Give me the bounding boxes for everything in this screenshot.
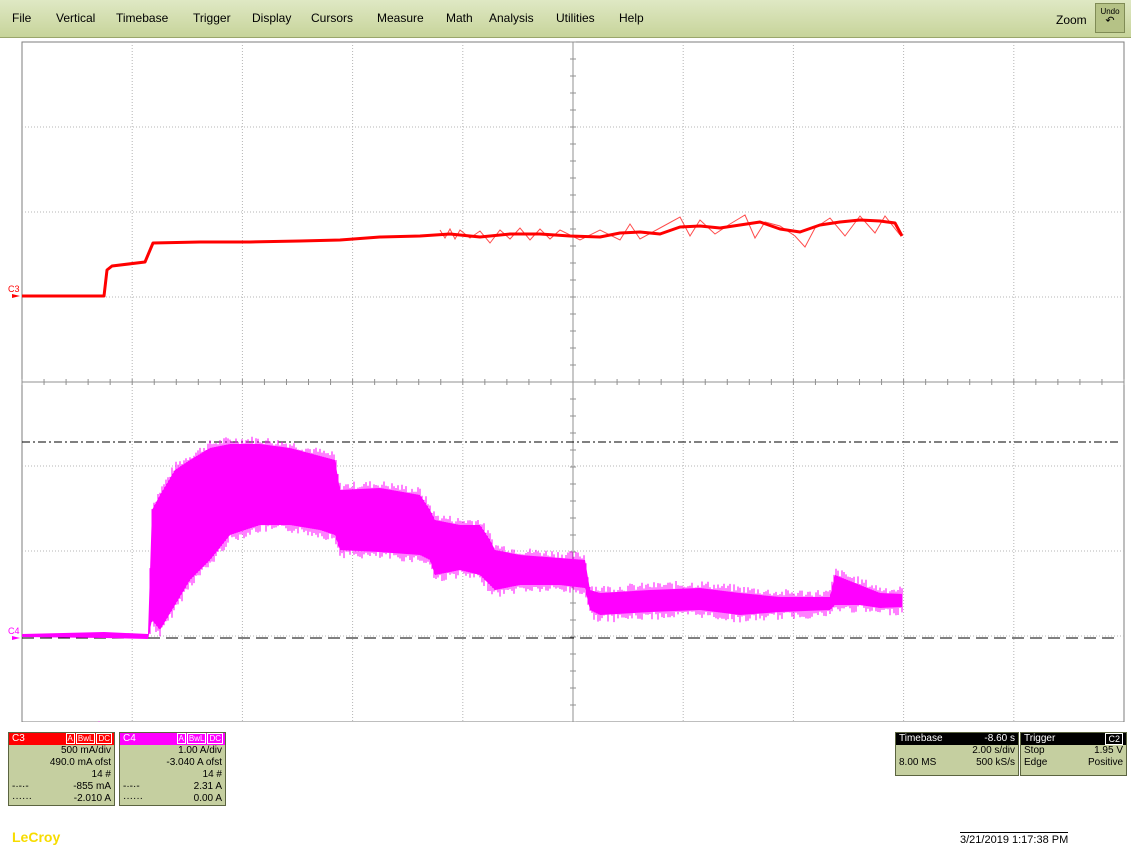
menu-timebase[interactable]: Timebase [116, 11, 169, 25]
c3-badges: A BwL DC [65, 733, 112, 744]
c3-trace-marker[interactable]: C3 [8, 284, 20, 294]
undo-icon: ↶ [1105, 15, 1115, 27]
menu-help[interactable]: Help [619, 11, 644, 25]
c3-offset: 490.0 mA ofst [49, 757, 111, 768]
c4-trace [22, 436, 903, 639]
c4-badge-bwl: BwL [186, 733, 207, 744]
c4-cursor2: 0.00 A [193, 793, 222, 804]
grid [21, 41, 1125, 722]
trigger-mode: Stop [1024, 745, 1045, 756]
menu-cursors[interactable]: Cursors [311, 11, 354, 25]
c3-trace [22, 218, 904, 298]
zoom-label: Zoom [1056, 13, 1087, 27]
trigger-level: 1.95 V [1094, 745, 1123, 756]
datetime: 3/21/2019 1:17:38 PM [960, 832, 1069, 846]
c4-header: C4 A BwL DC [120, 733, 225, 745]
timebase-scale: 2.00 s/div [972, 745, 1015, 756]
timebase-box[interactable]: Timebase -8.60 s 2.00 s/div 8.00 MS 500 kS… [895, 732, 1019, 776]
c3-cursor1-icon: -·-·- [12, 781, 29, 792]
c4-badge-dc: DC [207, 733, 223, 744]
trigger-source: C2 [1105, 733, 1123, 745]
c4-sweeps: 14 # [202, 769, 222, 780]
menu-display[interactable]: Display [252, 11, 292, 25]
timebase-delay: -8.60 s [984, 733, 1015, 744]
menu-bar: File Vertical Timebase Trigger Display C… [0, 0, 1131, 38]
trigger-box[interactable]: Trigger C2 Stop 1.95 V Edge Positive [1020, 732, 1127, 776]
c3-badge-bwl: BwL [75, 733, 96, 744]
c4-trace-noise [149, 436, 903, 637]
c3-scale: 500 mA/div [60, 745, 111, 756]
c4-cursor2-icon: ······ [123, 793, 143, 804]
c4-offset: -3.040 A ofst [166, 757, 222, 768]
c4-cursor1: 2.31 A [193, 781, 222, 792]
trigger-slope: Positive [1087, 757, 1123, 768]
undo-button[interactable]: Undo ↶ [1095, 3, 1125, 33]
c3-channel-box[interactable]: C3 A BwL DC 500 mA/div 490.0 mA ofst 14 # … [8, 732, 115, 806]
timebase-memory: 8.00 MS [899, 757, 937, 768]
timebase-label: Timebase [899, 733, 943, 744]
c3-cursor2-icon: ······ [12, 793, 32, 804]
c3-badge-a: A [65, 733, 75, 744]
c4-badges: A BwL DC [176, 733, 223, 744]
c4-scale: 1.00 A/div [178, 745, 222, 756]
menu-file[interactable]: File [12, 11, 32, 25]
c4-trace-marker[interactable]: C4 [8, 626, 20, 636]
c3-cursor2: -2.010 A [73, 793, 111, 804]
c3-name: C3 [12, 733, 25, 744]
c3-noise [439, 214, 901, 248]
c3-badge-dc: DC [96, 733, 112, 744]
waveform-display[interactable]: C3 C4 [0, 40, 1131, 722]
menu-measure[interactable]: Measure [377, 11, 424, 25]
menu-trigger[interactable]: Trigger [193, 11, 231, 25]
trigger-type: Edge [1024, 757, 1048, 768]
menu-analysis[interactable]: Analysis [489, 11, 534, 25]
c4-channel-box[interactable]: C4 A BwL DC 1.00 A/div -3.040 A ofst 14 # … [119, 732, 226, 806]
c3-sweeps: 14 # [91, 769, 111, 780]
undo-label: Undo [1100, 7, 1120, 16]
c4-cursor1-icon: -·-·- [123, 781, 140, 792]
timebase-sample-rate: 500 kS/s [976, 757, 1015, 768]
c3-offset-marker[interactable] [12, 294, 20, 298]
trigger-position-marker[interactable] [95, 721, 103, 722]
trigger-label: Trigger [1024, 733, 1056, 744]
c4-offset-marker[interactable] [12, 636, 20, 640]
c3-header: C3 A BwL DC [9, 733, 114, 745]
menu-utilities[interactable]: Utilities [556, 11, 595, 25]
menu-math[interactable]: Math [446, 11, 473, 25]
c3-cursor1: -855 mA [73, 781, 111, 792]
c4-name: C4 [123, 733, 136, 744]
menu-vertical[interactable]: Vertical [56, 11, 96, 25]
lecroy-logo: LeCroy [12, 829, 61, 845]
c4-badge-a: A [176, 733, 186, 744]
